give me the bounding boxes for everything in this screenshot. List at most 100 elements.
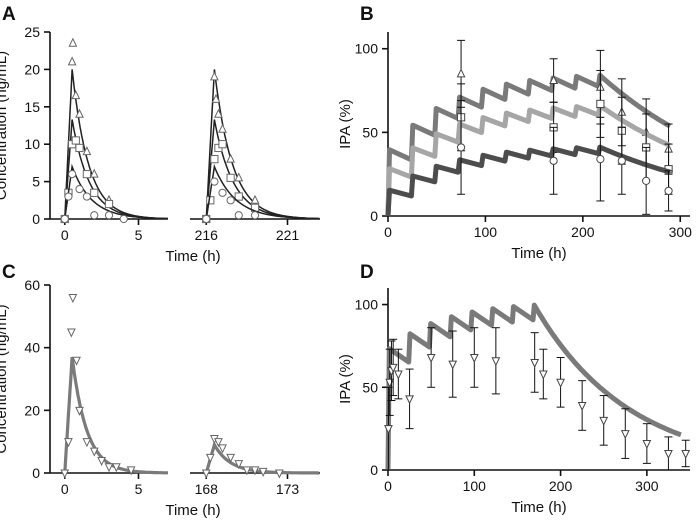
b-x-tick-label: 0 [384,224,392,240]
panel-letter-c: C [2,262,16,283]
a-point-square [226,173,235,182]
b-point-low [549,156,558,165]
a-x-tick-label: 216 [195,227,219,243]
d-point-model [388,363,398,373]
a-point-circle [82,192,91,201]
a-point-triangle [68,37,78,47]
b-y-axis-label: IPA (%) [337,99,354,149]
c-point-triangle-down [201,469,211,479]
b-point-low [456,143,466,152]
d-point-model [530,358,540,368]
d-point-model [556,378,565,388]
b-y-tick-label: 0 [370,208,378,224]
d-y-tick-label: 50 [362,379,378,395]
b-point-low [596,155,605,164]
d-point-model [664,449,673,459]
a-y-tick-label: 20 [24,61,40,77]
a-point-circle [64,192,73,201]
b-model-curve-high [385,72,672,217]
c-point-triangle-down [68,294,78,304]
b-point-high [456,68,466,78]
a-point-square [210,155,219,164]
a-point-triangle [211,93,221,103]
a-point-triangle [234,172,244,182]
a-point-circle [210,177,219,186]
a-point-square [71,136,80,145]
a-x-tick-label: 5 [135,227,143,243]
a-point-triangle [226,153,236,163]
d-point-model [426,353,436,364]
b-model-curve-low [385,144,671,217]
c-x-tick-label: 173 [276,481,300,497]
a-x-tick-label: 0 [61,227,69,243]
a-point-triangle [71,90,81,100]
a-point-circle [202,214,211,224]
c-point-triangle-down [64,438,73,448]
a-point-square [75,143,84,153]
c-point-triangle-down [218,444,227,454]
d-point-model [681,449,691,459]
a-point-triangle [250,194,260,204]
c-x-tick-label: 0 [61,481,69,497]
b-point-low [664,186,673,196]
d-x-tick-label: 300 [635,478,659,494]
b-x-tick-label: 200 [571,224,595,240]
c-y-tick-label: 60 [24,277,40,293]
c-point-triangle-down [60,469,70,479]
a-point-circle [60,214,69,224]
c-point-triangle-down [205,453,215,463]
a-point-circle [75,184,84,194]
a-point-triangle [218,123,227,133]
c-point-triangle-down [75,406,84,416]
a-point-triangle [75,108,84,118]
c-point-triangle-down [274,469,284,479]
a-x-axis-label: Time (h) [165,248,220,265]
b-point-high [549,74,559,85]
d-x-tick-label: 200 [549,478,573,494]
b-point-low [617,156,626,165]
d-y-tick-label: 100 [355,297,379,313]
d-x-tick-label: 100 [463,478,487,494]
a-point-square [104,199,114,209]
panel-a-chart: 0 5 10 15 20 25 Concentration (ng/mL) 0 5 216 221 T… [0,24,320,265]
c-y-tick-label: 0 [32,465,40,481]
a-fit-curve-circle [205,163,320,220]
c-y-axis-label: Concentration (ng/mL) [0,304,10,453]
d-point-model [469,353,479,364]
c-point-triangle-down [104,463,114,473]
c-point-triangle-down [234,460,244,470]
a-point-triangle [214,108,223,118]
c-y-tick-label: 20 [24,402,40,418]
c-point-triangle-down [214,438,223,448]
d-point-model [393,370,403,380]
panel-b-chart: 0 50 100 0 100 200 300 IPA (%) Time (h) [337,32,692,262]
a-fit-curve-square [64,119,168,220]
d-y-axis-label: IPA (%) [337,354,354,404]
b-x-axis-label: Time (h) [511,245,566,262]
c-point-triangle-down [126,466,136,476]
d-x-tick-label: 0 [384,478,392,494]
panel-letter-d: D [360,262,374,283]
d-point-model [642,440,652,450]
c-fit-curve-triangle-down [63,356,168,475]
c-x-tick-label: 5 [135,481,143,497]
a-y-axis-label: Concentration (ng/mL) [0,51,10,200]
a-point-square [82,170,91,179]
b-point-mid [596,99,605,109]
panel-d-chart: 0 50 100 0 100 200 300 IPA (%) Time (h) [337,288,691,516]
c-point-triangle-down [258,467,268,477]
a-point-circle [68,170,77,179]
a-point-circle [234,211,243,220]
panel-letter-b: B [360,4,374,25]
b-x-tick-label: 100 [474,224,498,240]
b-point-low [642,176,651,185]
b-x-tick-label: 300 [669,224,693,240]
d-y-tick-label: 0 [370,462,378,478]
c-point-triangle-down [89,447,99,457]
a-x-tick-label: 221 [276,227,300,243]
a-y-tick-label: 10 [24,136,40,152]
c-point-triangle-down [97,456,107,467]
c-x-tick-label: 168 [195,481,219,497]
a-point-triangle [209,71,219,81]
panel-c-chart: 0 20 40 60 Concentration (ng/mL) 0 5 168 173 Time… [0,277,320,519]
